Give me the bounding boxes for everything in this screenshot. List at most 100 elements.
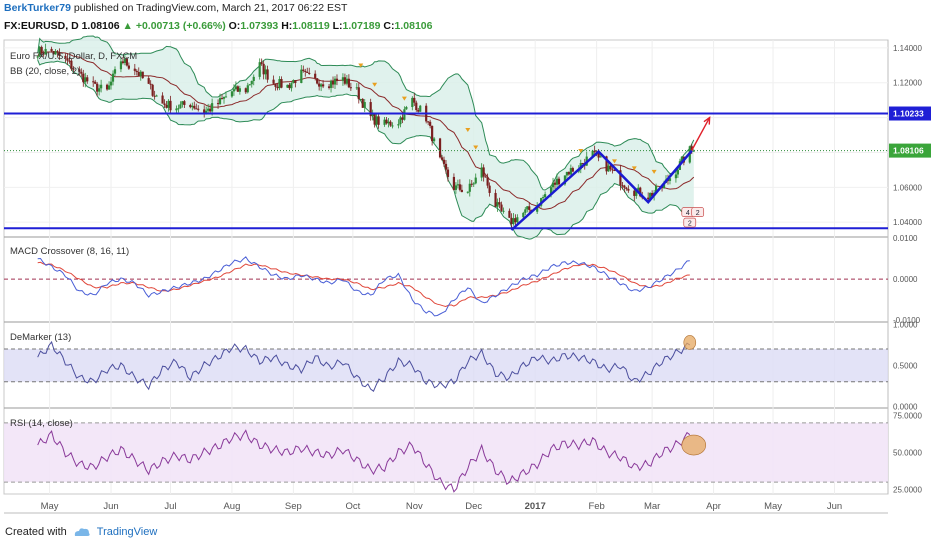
candle-body <box>557 178 561 185</box>
candle-body <box>387 121 390 124</box>
candle-body <box>553 182 557 185</box>
candle-body <box>470 183 473 185</box>
candle-body <box>125 59 128 66</box>
pattern-marker-icon <box>578 148 584 153</box>
candle-body <box>94 81 97 84</box>
demarker-highlight-marker <box>683 335 697 350</box>
candle-body <box>224 96 228 98</box>
candle-body <box>383 119 386 125</box>
x-tick-label: Jul <box>164 501 176 512</box>
demarker-y-tick-label: 0.5000 <box>893 361 918 370</box>
price-pane-title: Euro FX/U.S. Dollar, D, FXCM <box>10 51 137 62</box>
ohlc-legend: FX:EURUSD, D 1.08106 ▲ +0.00713 (+0.66%)… <box>4 20 432 32</box>
candle-body <box>377 116 380 125</box>
chart-canvas[interactable]: May Jun Jul Aug Sep Oct Nov Dec 2017 Feb Mar Apr May… <box>0 0 932 520</box>
candle-body <box>335 78 339 81</box>
candle-body <box>151 84 154 96</box>
candle-body <box>419 105 422 112</box>
rsi-y-tick-label: 25.0000 <box>893 486 922 495</box>
candle-body <box>637 187 640 191</box>
tradingview-brand[interactable]: TradingView <box>96 526 158 538</box>
price-change: +0.00713 (+0.66%) <box>135 20 226 32</box>
candle-body <box>454 185 458 190</box>
candle-body <box>300 69 303 84</box>
candle-body <box>64 55 67 59</box>
pattern-marker-icon <box>651 169 657 174</box>
candle-body <box>86 77 89 82</box>
low-label: L: <box>332 20 343 32</box>
candle-body <box>528 206 531 210</box>
footer: Created with TradingView <box>5 526 157 538</box>
candle-body <box>460 189 463 193</box>
candle-body <box>591 150 594 157</box>
candle-body <box>484 176 487 178</box>
author-link[interactable]: BerkTurker79 <box>4 2 71 14</box>
change-up-icon: ▲ <box>122 20 133 32</box>
candle-body <box>680 156 683 162</box>
demarker-line <box>37 340 691 392</box>
candle-body <box>654 185 658 193</box>
candle-body <box>137 72 140 76</box>
macd-pane-title: MACD Crossover (8, 16, 11) <box>10 246 129 257</box>
rsi-y-tick-label: 50.0000 <box>893 448 922 457</box>
macd-y-tick-label: 0.0000 <box>893 275 918 284</box>
high-label: H: <box>281 20 293 32</box>
candle-body <box>403 109 406 120</box>
candle-body <box>496 202 499 207</box>
level-label-box <box>889 106 931 121</box>
candle-body <box>163 103 166 105</box>
last-price-label-box <box>889 143 931 158</box>
candle-body <box>438 138 442 158</box>
macd-y-tick-label: 0.0100 <box>893 234 918 243</box>
candle-body <box>514 218 517 223</box>
pattern-marker-icon <box>358 63 364 68</box>
candle-body <box>516 217 519 223</box>
candle-body <box>250 80 253 85</box>
candle-body <box>341 77 345 81</box>
candle-body <box>149 83 152 85</box>
demarker-pane-title: DeMarker (13) <box>10 332 71 343</box>
candle-body <box>107 85 111 90</box>
candle-body <box>399 117 402 125</box>
demarker-band-fill <box>4 349 888 382</box>
candle-body <box>189 104 192 108</box>
candle-body <box>417 110 420 112</box>
candle-body <box>153 95 156 97</box>
candle-body <box>84 77 87 83</box>
candle-body <box>308 72 311 74</box>
candle-body <box>72 68 75 70</box>
candle-body <box>401 117 404 120</box>
candle-body <box>597 153 600 158</box>
candle-body <box>211 103 214 112</box>
candle-body <box>355 87 358 89</box>
candle-body <box>191 105 194 108</box>
candle-body <box>92 81 95 83</box>
event-flag-count: 2 <box>696 210 700 217</box>
candle-body <box>218 98 222 105</box>
candle-body <box>232 89 236 92</box>
candle-body <box>207 108 210 111</box>
demarker-y-tick-label: 0.0000 <box>893 402 918 411</box>
candle-body <box>433 138 436 142</box>
x-tick-label: 2017 <box>525 501 546 512</box>
y-tick-label: 1.12000 <box>893 79 922 88</box>
candle-body <box>147 78 150 84</box>
candle-body <box>605 156 608 172</box>
candle-body <box>649 192 652 200</box>
x-tick-label: May <box>41 501 59 512</box>
candle-body <box>52 50 55 55</box>
candle-body <box>581 162 584 164</box>
y-tick-label: 1.04000 <box>893 218 922 227</box>
candle-body <box>397 124 400 126</box>
x-tick-label: Aug <box>223 501 240 512</box>
candle-body <box>508 210 511 218</box>
bollinger-fill <box>37 36 694 240</box>
bollinger-basis <box>37 51 695 210</box>
candle-body <box>369 102 372 117</box>
x-tick-label: Nov <box>406 501 423 512</box>
pattern-marker-icon <box>473 145 479 150</box>
candle-body <box>468 183 471 192</box>
last-price-label: 1.08106 <box>893 146 924 156</box>
candle-body <box>609 165 612 170</box>
candle-body <box>98 88 101 92</box>
